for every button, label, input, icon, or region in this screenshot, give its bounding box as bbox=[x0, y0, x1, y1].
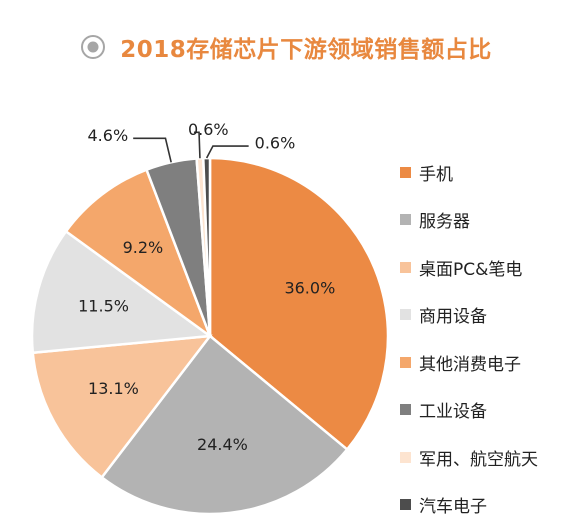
legend-item: 工业设备 bbox=[400, 398, 487, 422]
legend-swatch bbox=[400, 499, 411, 510]
legend-item: 手机 bbox=[400, 160, 453, 185]
pie-slice-1 bbox=[208, 156, 390, 452]
legend-item: 服务器 bbox=[400, 208, 470, 232]
legend-swatch bbox=[400, 356, 411, 368]
legend-label: 手机 bbox=[419, 164, 453, 185]
radio-bullet-icon bbox=[81, 35, 106, 59]
legend-label: 军用、航空航天 bbox=[419, 449, 538, 470]
legend-label: 服务器 bbox=[419, 212, 470, 232]
legend-swatch bbox=[400, 166, 411, 178]
pie-slice-3 bbox=[31, 334, 213, 480]
legend-item: 汽车电子 bbox=[400, 493, 487, 517]
legend-item: 桌面PC&笔电 bbox=[400, 255, 523, 280]
legend-label: 商用设备 bbox=[419, 307, 487, 327]
slice-value-label-6: 4.6% bbox=[88, 126, 129, 145]
legend-swatch bbox=[400, 214, 411, 225]
pie-slice-2 bbox=[100, 334, 349, 516]
leader-line-8 bbox=[205, 145, 249, 159]
legend-swatch bbox=[400, 261, 411, 273]
slice-value-label-3: 13.1% bbox=[88, 379, 139, 398]
legend-item: 商用设备 bbox=[400, 303, 487, 327]
legend-item: 军用、航空航天 bbox=[400, 445, 538, 470]
pie-slice-4 bbox=[30, 229, 214, 355]
slice-value-label-1: 36.0% bbox=[284, 279, 335, 298]
legend-label: 其他消费电子 bbox=[419, 354, 521, 375]
slice-value-label-2: 24.4% bbox=[197, 435, 248, 454]
legend-swatch bbox=[400, 451, 411, 463]
legend-swatch bbox=[400, 404, 411, 415]
legend-label: 汽车电子 bbox=[419, 497, 487, 517]
legend-label: 工业设备 bbox=[419, 402, 487, 422]
pie-slice-5 bbox=[64, 168, 213, 340]
slice-value-label-5: 9.2% bbox=[123, 238, 164, 257]
legend-swatch bbox=[400, 309, 411, 320]
slice-value-label-4: 11.5% bbox=[78, 296, 129, 315]
leader-line-6 bbox=[133, 137, 172, 163]
chart-title: 2018存储芯片下游领域销售额占比 bbox=[120, 37, 492, 63]
leader-line-7 bbox=[193, 131, 201, 159]
slice-value-label-7: 0.6% bbox=[188, 120, 229, 139]
legend-item: 其他消费电子 bbox=[400, 350, 521, 375]
chart-header: 2018存储芯片下游领域销售额占比 bbox=[0, 22, 572, 72]
slice-value-label-8: 0.6% bbox=[255, 134, 296, 153]
legend-label: 桌面PC&笔电 bbox=[419, 259, 523, 280]
